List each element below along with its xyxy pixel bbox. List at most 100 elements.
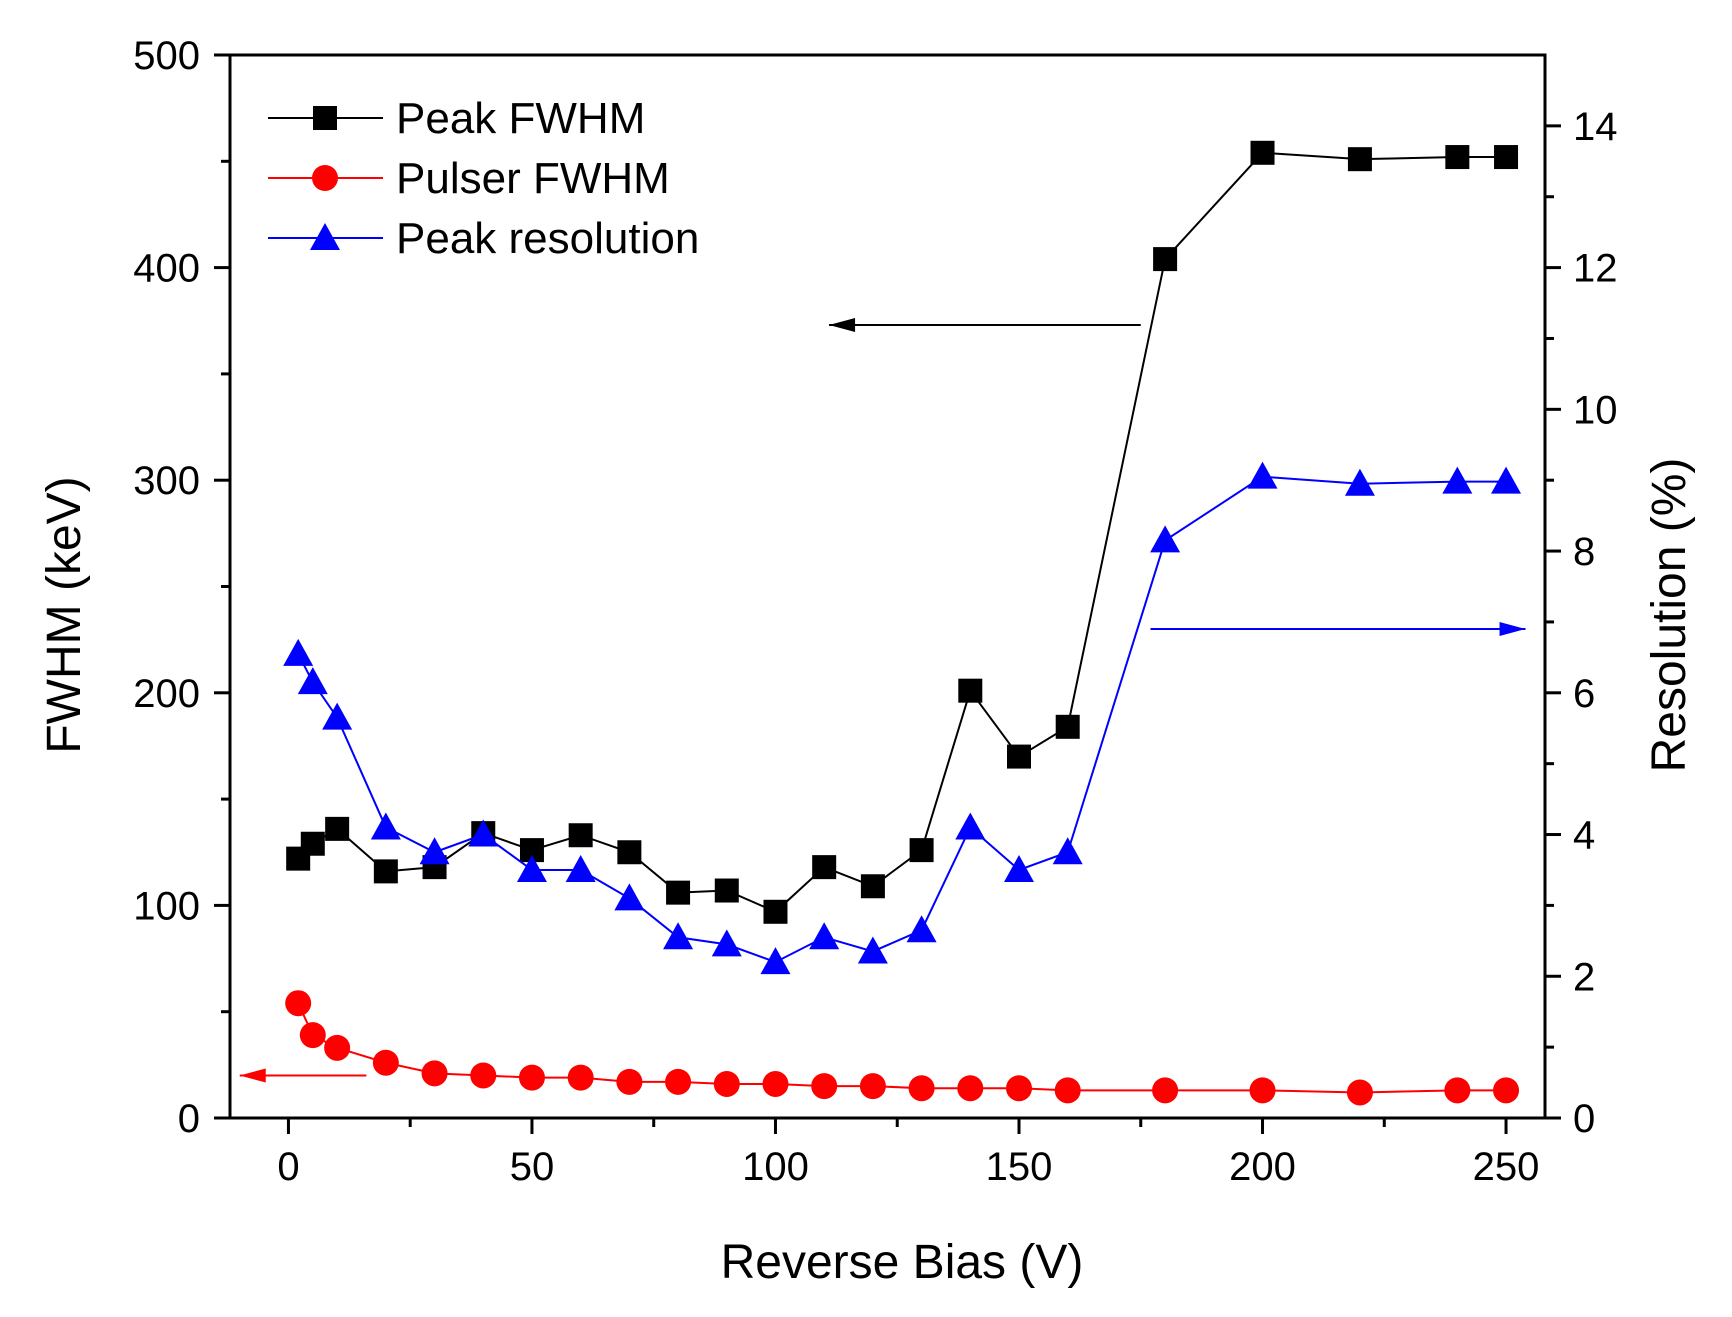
y-tick-label: 0 (178, 1097, 200, 1141)
data-point-peak-fwhm (909, 838, 934, 863)
data-point-peak-resolution (663, 922, 694, 950)
data-point-peak-resolution (1004, 854, 1034, 882)
data-point-peak-fwhm (1494, 145, 1519, 170)
y2-tick-label: 12 (1573, 247, 1618, 291)
data-point-peak-resolution (1442, 466, 1473, 494)
data-point-peak-resolution (565, 854, 596, 882)
arrow-head (1499, 622, 1526, 637)
data-point-peak-fwhm (1055, 714, 1080, 739)
data-point-pulser-fwhm (1249, 1077, 1276, 1104)
data-point-peak-resolution (809, 922, 840, 950)
data-point-peak-fwhm (1445, 145, 1470, 170)
y-axis-title: FWHM (keV) (38, 476, 91, 753)
y2-tick-label: 0 (1573, 1097, 1595, 1141)
data-point-pulser-fwhm (1346, 1079, 1373, 1106)
data-point-pulser-fwhm (299, 1022, 326, 1049)
x-tick-label: 150 (986, 1145, 1053, 1189)
legend-marker (313, 106, 337, 130)
data-point-peak-resolution (955, 812, 986, 840)
y-tick-label: 200 (133, 672, 200, 716)
data-point-peak-fwhm (1250, 140, 1275, 165)
data-point-peak-fwhm (325, 816, 350, 841)
series-line-peak-resolution (297, 475, 1507, 964)
legend-label: Pulser FWHM (396, 154, 670, 203)
y2-tick-label: 6 (1573, 672, 1595, 716)
data-point-pulser-fwhm (713, 1070, 740, 1097)
annotation-arrow (829, 318, 1141, 333)
data-point-peak-resolution (1150, 525, 1181, 553)
data-point-peak-fwhm (1347, 147, 1372, 172)
series-line-peak-fwhm (297, 151, 1507, 913)
data-point-peak-resolution (1052, 837, 1083, 865)
data-point-peak-resolution (760, 947, 791, 975)
data-point-peak-resolution (1491, 466, 1522, 494)
data-point-peak-fwhm (763, 899, 788, 924)
data-point-peak-fwhm (373, 859, 398, 884)
data-point-pulser-fwhm (372, 1049, 399, 1076)
data-point-pulser-fwhm (421, 1060, 448, 1087)
y2-tick-label: 10 (1573, 388, 1618, 432)
data-point-pulser-fwhm (324, 1034, 351, 1061)
axis-ticks: 0 50 100 150 200 250 0 100 200 300 400 500 0 2 4 6 8 10 12… (133, 34, 1617, 1189)
data-point-peak-fwhm (860, 874, 885, 899)
data-point-pulser-fwhm (285, 990, 312, 1017)
x-tick-label: 200 (1229, 1145, 1296, 1189)
legend-label: Peak resolution (396, 214, 699, 263)
data-point-pulser-fwhm (1054, 1077, 1081, 1104)
data-point-peak-fwhm (300, 831, 325, 856)
arrow-head (239, 1068, 266, 1083)
data-point-peak-fwhm (666, 880, 691, 905)
data-point-peak-resolution (322, 702, 353, 730)
data-point-pulser-fwhm (616, 1068, 643, 1095)
data-point-pulser-fwhm (567, 1064, 594, 1091)
data-point-peak-resolution (906, 915, 937, 943)
data-point-pulser-fwhm (1006, 1075, 1032, 1102)
legend-marker (310, 223, 340, 250)
data-point-peak-resolution (370, 812, 401, 840)
legend: Peak FWHM Pulser FWHM Peak resolution (268, 94, 699, 263)
series-layer (283, 140, 1522, 1106)
data-point-peak-fwhm (1007, 744, 1031, 769)
data-point-peak-fwhm (568, 823, 593, 848)
y2-tick-label: 8 (1573, 530, 1595, 574)
annotation-arrow (239, 1068, 367, 1083)
data-point-pulser-fwhm (762, 1070, 789, 1097)
legend-item: Peak FWHM (268, 94, 645, 143)
legend-item: Pulser FWHM (268, 154, 670, 203)
data-point-peak-resolution (1344, 468, 1375, 496)
data-point-pulser-fwhm (1444, 1077, 1471, 1104)
y2-tick-label: 4 (1573, 814, 1595, 858)
legend-marker (312, 165, 338, 191)
data-point-peak-resolution (283, 638, 314, 666)
data-point-peak-resolution (468, 819, 499, 847)
annotation-arrows (239, 318, 1526, 1083)
data-point-peak-fwhm (1153, 247, 1178, 272)
y2-axis-title: Resolution (%) (1643, 458, 1696, 773)
data-point-pulser-fwhm (1493, 1077, 1520, 1104)
data-point-peak-resolution (516, 854, 547, 882)
legend-label: Peak FWHM (396, 94, 645, 143)
x-tick-label: 0 (277, 1145, 299, 1189)
data-point-peak-fwhm (617, 840, 642, 865)
data-point-pulser-fwhm (518, 1064, 545, 1091)
data-point-peak-resolution (1247, 461, 1278, 489)
y2-tick-label: 14 (1573, 105, 1618, 149)
y2-tick-label: 2 (1573, 955, 1595, 999)
data-point-pulser-fwhm (908, 1075, 935, 1102)
data-point-peak-fwhm (812, 855, 837, 880)
data-point-peak-resolution (419, 837, 450, 865)
x-tick-label: 100 (742, 1145, 809, 1189)
data-point-peak-fwhm (714, 878, 739, 903)
y-tick-label: 400 (133, 247, 200, 291)
legend-item: Peak resolution (268, 214, 699, 263)
data-point-pulser-fwhm (665, 1068, 692, 1095)
data-point-peak-fwhm (958, 678, 983, 703)
y-tick-label: 300 (133, 459, 200, 503)
y-tick-label: 100 (133, 884, 200, 928)
data-point-peak-resolution (857, 936, 888, 964)
annotation-arrow (1150, 622, 1526, 637)
data-point-pulser-fwhm (470, 1062, 497, 1089)
arrow-head (829, 318, 856, 333)
data-point-peak-resolution (614, 883, 645, 911)
